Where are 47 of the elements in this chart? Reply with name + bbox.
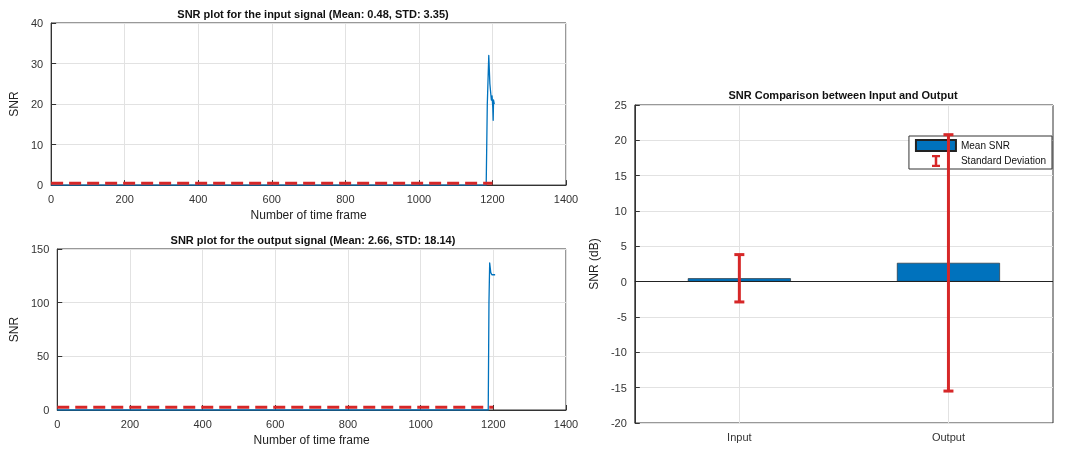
x-tick-label: 1000 <box>408 417 433 430</box>
x-tick-label: 600 <box>266 417 285 430</box>
chart-title: SNR plot for the output signal (Mean: 2.66, STD: 18.14) <box>170 233 456 246</box>
x-tick-label: 1400 <box>553 192 579 205</box>
y-axis-title: SNR <box>7 316 21 343</box>
y-tick-label: 20 <box>614 134 627 147</box>
legend-label: Mean SNR <box>960 140 1010 151</box>
y-axis-title: SNR <box>7 91 21 117</box>
y-tick-label: 10 <box>614 205 627 217</box>
y-tick-label: 10 <box>30 138 44 151</box>
x-axis-title: Number of time frame <box>253 432 370 447</box>
y-tick-label: 30 <box>30 57 44 70</box>
x-tick-label: 1400 <box>553 417 579 430</box>
line-series <box>56 262 496 411</box>
x-tick-label: 200 <box>120 417 140 430</box>
y-tick-label: 0 <box>43 404 50 416</box>
x-tick-label: 400 <box>189 192 208 205</box>
y-tick-label: 5 <box>620 240 627 253</box>
y-tick-label: 0 <box>620 275 627 288</box>
y-tick-label: 100 <box>30 296 50 309</box>
x-tick-label: 600 <box>262 192 281 205</box>
annotation: Standard Deviation <box>960 155 1047 166</box>
x-tick-label: 400 <box>193 417 212 430</box>
x-tick-label: Output <box>931 430 965 443</box>
y-tick-label: -20 <box>610 417 627 429</box>
x-tick-label: 800 <box>336 192 355 205</box>
y-axis-title: SNR (dB) <box>587 238 601 290</box>
y-tick-label: 25 <box>614 99 627 111</box>
y-tick-label: 50 <box>37 350 50 363</box>
x-tick-label: 800 <box>338 417 358 430</box>
y-tick-label: 0 <box>37 179 44 192</box>
y-tick-label: 15 <box>614 169 627 182</box>
y-tick-label: -15 <box>610 381 627 394</box>
x-tick-label: 200 <box>115 192 134 205</box>
chart-title: SNR Comparison between Input and Output <box>728 88 958 101</box>
x-tick-label: 1200 <box>480 192 505 205</box>
y-tick-label: 20 <box>30 98 44 111</box>
y-tick-label: -5 <box>617 311 627 323</box>
x-tick-label: 1000 <box>406 192 432 205</box>
y-tick-label: -10 <box>610 346 627 359</box>
chart-title: SNR plot for the input signal (Mean: 0.48, STD: 3.35) <box>177 7 450 20</box>
x-tick-label: Input <box>727 430 752 443</box>
x-axis-title: Number of time frame <box>250 208 367 222</box>
x-tick-label: 0 <box>54 417 61 430</box>
y-tick-label: 40 <box>30 17 44 29</box>
y-tick-label: 150 <box>30 243 50 255</box>
x-tick-label: 1200 <box>481 417 506 430</box>
